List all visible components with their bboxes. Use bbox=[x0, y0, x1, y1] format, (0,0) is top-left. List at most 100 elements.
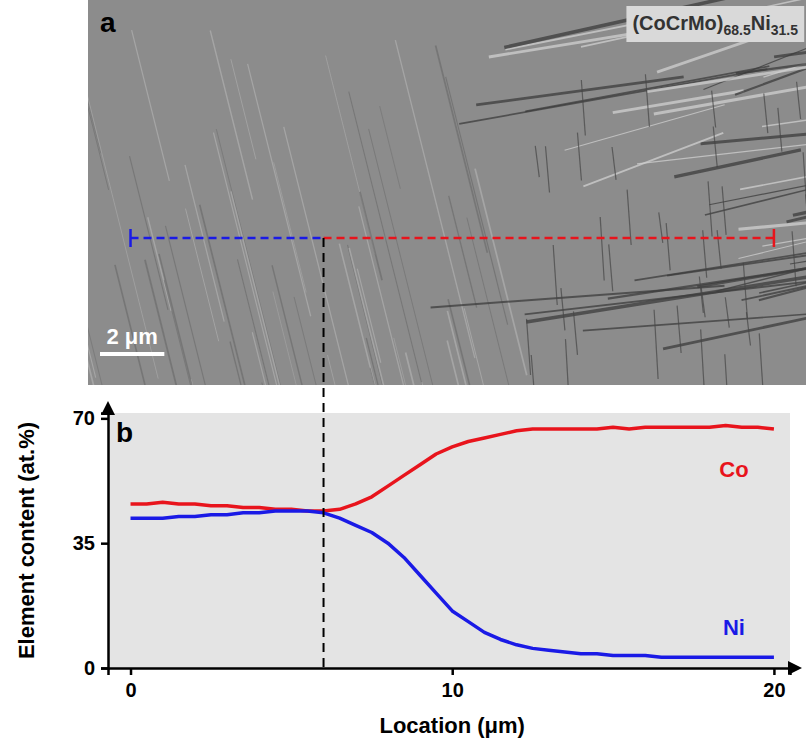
tick-mark bbox=[130, 668, 133, 675]
texture-line bbox=[185, 165, 224, 322]
axis-arrow bbox=[101, 401, 115, 415]
texture-line bbox=[406, 352, 485, 385]
texture-line bbox=[210, 30, 252, 199]
panel-letter: b bbox=[116, 417, 133, 448]
micrograph-texture bbox=[88, 0, 806, 385]
texture-line bbox=[447, 341, 525, 385]
texture-line bbox=[262, 383, 287, 385]
texture-line bbox=[360, 192, 382, 281]
texture-line bbox=[797, 82, 801, 119]
texture-line bbox=[674, 150, 801, 177]
figure: a(CoCrMo)68.5Ni31.52 μmCoNib0102003570Lo… bbox=[0, 0, 806, 746]
tick-mark bbox=[773, 668, 776, 675]
tick: 0 bbox=[125, 668, 136, 701]
texture-line bbox=[464, 308, 527, 385]
series-lines bbox=[131, 425, 774, 657]
texture-line bbox=[705, 174, 806, 215]
texture-line bbox=[545, 146, 549, 192]
formula-part: Ni bbox=[751, 12, 771, 34]
texture-line bbox=[446, 77, 508, 325]
texture-line bbox=[565, 339, 569, 385]
texture-line bbox=[531, 355, 535, 385]
texture-line bbox=[739, 201, 806, 259]
axis-line bbox=[101, 414, 109, 669]
texture-line bbox=[436, 46, 488, 253]
texture-line bbox=[725, 297, 729, 327]
texture-line bbox=[787, 178, 806, 222]
subscript: 68.5 bbox=[724, 22, 751, 38]
texture-line bbox=[645, 74, 649, 127]
sample-label-box: (CoCrMo)68.5Ni31.5 bbox=[626, 6, 804, 42]
tick-label: 0 bbox=[125, 679, 136, 701]
series-line bbox=[131, 425, 774, 511]
texture-line bbox=[613, 91, 744, 113]
texture-line bbox=[792, 231, 796, 286]
texture-line bbox=[349, 92, 426, 385]
texture-line bbox=[447, 311, 475, 385]
texture-line bbox=[712, 91, 716, 128]
axis-line bbox=[109, 669, 791, 676]
texture-line bbox=[581, 80, 585, 135]
texture-line bbox=[200, 205, 260, 385]
axis-arrow bbox=[788, 661, 802, 675]
texture-line bbox=[764, 93, 768, 133]
texture-line bbox=[709, 157, 806, 205]
micrograph-panel: a(CoCrMo)68.5Ni31.52 μm bbox=[60, 0, 806, 718]
texture-line bbox=[561, 288, 565, 330]
texture-line bbox=[759, 333, 763, 385]
x-axis-title: Location (μm) bbox=[379, 713, 524, 738]
scan-segment bbox=[324, 237, 774, 240]
texture-line bbox=[713, 126, 717, 167]
tick: 10 bbox=[442, 668, 464, 701]
tick-label: 20 bbox=[763, 679, 785, 701]
sample-label: (CoCrMo)68.5Ni31.5 bbox=[632, 12, 798, 38]
sample-label-ground bbox=[626, 6, 804, 42]
texture-line bbox=[762, 212, 806, 246]
texture-line bbox=[186, 209, 219, 342]
series-label: Ni bbox=[723, 615, 745, 640]
texture-line bbox=[778, 108, 782, 152]
texture-line bbox=[725, 354, 729, 385]
texture-line bbox=[159, 254, 207, 385]
texture-line bbox=[347, 245, 420, 385]
texture-line bbox=[583, 310, 806, 330]
texture-line bbox=[145, 260, 181, 385]
texture-line bbox=[88, 89, 158, 379]
tick-label: 35 bbox=[73, 532, 95, 554]
texture-line bbox=[216, 129, 290, 385]
scan-cap bbox=[129, 229, 132, 247]
texture-line bbox=[132, 30, 170, 181]
texture-line bbox=[535, 146, 539, 177]
texture-line bbox=[666, 223, 670, 270]
texture-line bbox=[459, 69, 767, 124]
texture-line bbox=[701, 117, 806, 144]
series-line bbox=[131, 511, 774, 657]
tick-mark bbox=[451, 668, 454, 675]
texture-line bbox=[627, 190, 631, 245]
texture-line bbox=[739, 204, 806, 229]
texture-line bbox=[359, 206, 408, 385]
tick-label: 70 bbox=[73, 407, 95, 429]
plot-ground bbox=[108, 413, 790, 668]
texture-line bbox=[708, 181, 712, 236]
texture-line bbox=[380, 106, 401, 189]
texture-line bbox=[612, 147, 616, 180]
tick-label: 0 bbox=[84, 657, 95, 679]
y-axis-title: Element content (at.%) bbox=[14, 422, 39, 659]
texture-line bbox=[191, 379, 276, 385]
texture-line bbox=[164, 280, 241, 385]
texture-line bbox=[573, 311, 577, 354]
texture-line bbox=[148, 217, 171, 311]
texture-line bbox=[740, 136, 806, 189]
texture-line bbox=[449, 196, 477, 308]
tick: 0 bbox=[84, 657, 108, 679]
texture-line bbox=[448, 299, 518, 385]
line-scan bbox=[131, 229, 774, 247]
texture-line bbox=[553, 245, 557, 305]
texture-line bbox=[272, 265, 353, 385]
texture-line bbox=[370, 368, 441, 385]
marker-line bbox=[323, 238, 325, 668]
texture-line bbox=[677, 306, 681, 353]
texture-line bbox=[577, 133, 581, 181]
texture-line bbox=[701, 329, 705, 385]
